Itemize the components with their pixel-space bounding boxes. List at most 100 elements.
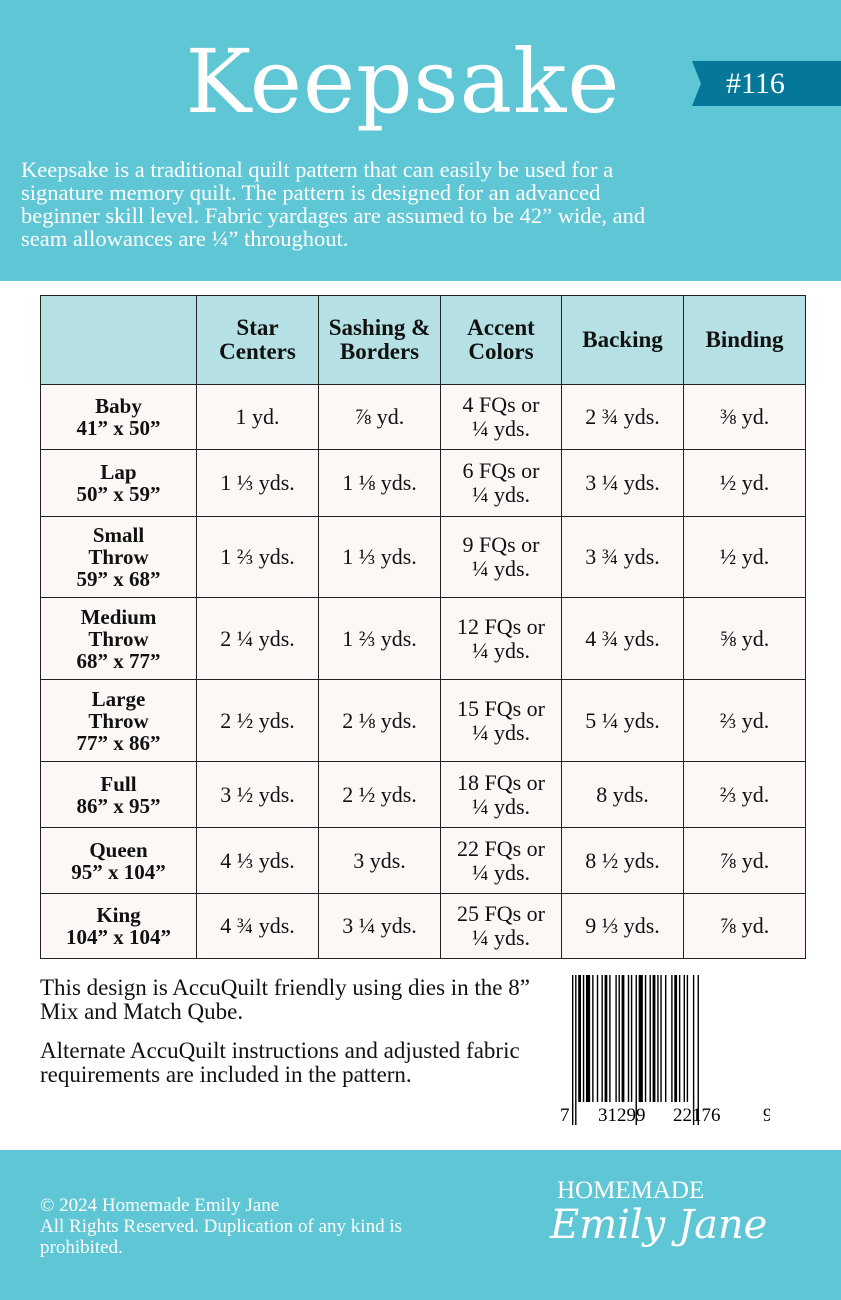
table-row: Baby 41” x 50” 1 yd. ⅞ yd. 4 FQs or ¼ yds. 2… — [40, 384, 806, 450]
yardage-cell: 25 FQs or ¼ yds. — [440, 893, 562, 959]
barcode-bar — [674, 975, 678, 1102]
yardage-cell: 4 ¾ yds. — [561, 597, 684, 680]
barcode-bar — [678, 975, 681, 1102]
column-header: Accent Colors — [440, 295, 562, 385]
column-header: Backing — [561, 295, 684, 385]
yardage-cell: 2 ½ yds. — [318, 761, 441, 828]
column-header: Sashing & Borders — [318, 295, 441, 385]
yardage-cell: 4 ⅓ yds. — [196, 827, 319, 894]
barcode: 7 31299 22176 9 — [560, 975, 770, 1125]
yardage-cell: 12 FQs or ¼ yds. — [440, 597, 562, 680]
size-cell: Queen 95” x 104” — [40, 827, 197, 894]
logo-emily-jane: Emily Jane — [550, 1202, 768, 1248]
note-accuquilt: This design is AccuQuilt friendly using … — [40, 975, 530, 1024]
barcode-bar — [585, 975, 591, 1102]
barcode-bar — [572, 975, 574, 1125]
barcode-bar — [686, 975, 689, 1102]
size-cell: Medium Throw 68” x 77” — [40, 597, 197, 680]
yardage-cell: 4 FQs or ¼ yds. — [440, 384, 562, 450]
yardage-cell: 8 ½ yds. — [561, 827, 684, 894]
table-row: Small Throw 59” x 68” 1 ⅔ yds. 1 ⅓ yds. 9 F… — [40, 516, 806, 598]
yardage-cell: 9 ⅓ yds. — [561, 893, 684, 959]
table-row: Lap 50” x 59” 1 ⅓ yds. 1 ⅛ yds. 6 FQs or ¼ … — [40, 449, 806, 517]
yardage-cell: 1 ⅔ yds. — [196, 516, 319, 598]
barcode-digit-last: 9 — [763, 1105, 770, 1125]
yardage-cell: 2 ¼ yds. — [196, 597, 319, 680]
size-cell: Lap 50” x 59” — [40, 449, 197, 517]
yardage-cell: 1 ⅛ yds. — [318, 449, 441, 517]
table-header-row: Star Centers Sashing & Borders Accent Colo… — [40, 295, 806, 385]
table-row: Large Throw 77” x 86” 2 ½ yds. 2 ⅛ yds. 15 … — [40, 679, 806, 762]
notes: This design is AccuQuilt friendly using … — [40, 976, 560, 1102]
yardage-cell: 1 ⅓ yds. — [318, 516, 441, 598]
yardage-cell: ⅔ yd. — [683, 761, 806, 828]
barcode-bar — [649, 975, 651, 1102]
size-cell: Small Throw 59” x 68” — [40, 516, 197, 598]
column-header: Star Centers — [196, 295, 319, 385]
barcode-bar — [638, 975, 643, 1102]
yardage-cell: 2 ½ yds. — [196, 679, 319, 762]
yardage-cell: 3 yds. — [318, 827, 441, 894]
yardage-cell: 5 ¼ yds. — [561, 679, 684, 762]
yardage-cell: 3 ¼ yds. — [561, 449, 684, 517]
barcode-digits-left: 31299 — [598, 1105, 646, 1125]
yardage-cell: 3 ¼ yds. — [318, 893, 441, 959]
yardage-cell: ⅞ yd. — [683, 827, 806, 894]
table-row: Queen 95” x 104” 4 ⅓ yds. 3 yds. 22 FQs or … — [40, 827, 806, 894]
yardage-cell: 2 ⅛ yds. — [318, 679, 441, 762]
table-row: Full 86” x 95” 3 ½ yds. 2 ½ yds. 18 FQs or … — [40, 761, 806, 828]
size-cell: Baby 41” x 50” — [40, 384, 197, 450]
yardage-cell: 6 FQs or ¼ yds. — [440, 449, 562, 517]
table-row: Medium Throw 68” x 77” 2 ¼ yds. 1 ⅔ yds. 12… — [40, 597, 806, 680]
header-band: Keepsake #116 Keepsake is a traditional … — [0, 0, 841, 281]
yardage-cell: ⅜ yd. — [683, 384, 806, 450]
barcode-bar — [618, 975, 620, 1102]
barcode-bar — [601, 975, 603, 1102]
column-header — [40, 295, 197, 385]
yardage-cell: ⅔ yd. — [683, 679, 806, 762]
yardage-cell: 3 ¾ yds. — [561, 516, 684, 598]
page-title: Keepsake — [185, 30, 621, 133]
barcode-bar — [697, 975, 699, 1125]
barcode-bar — [692, 975, 695, 1125]
yardage-cell: 2 ¾ yds. — [561, 384, 684, 450]
barcode-bar — [615, 975, 617, 1102]
barcode-bar — [621, 975, 625, 1102]
barcode-bar — [609, 975, 611, 1102]
barcode-bar — [671, 975, 673, 1102]
barcode-bar — [592, 975, 594, 1102]
barcode-bar — [683, 975, 685, 1102]
size-cell: Large Throw 77” x 86” — [40, 679, 197, 762]
yardage-cell: 4 ¾ yds. — [196, 893, 319, 959]
barcode-bar — [630, 975, 633, 1102]
barcode-bar — [644, 975, 647, 1102]
yardage-cell: ½ yd. — [683, 516, 806, 598]
copyright-text: © 2024 Homemade Emily Jane All Rights Re… — [40, 1195, 403, 1258]
yardage-cell: 8 yds. — [561, 761, 684, 828]
barcode-bar — [635, 975, 637, 1125]
barcode-bar — [652, 975, 656, 1102]
fabric-requirements-table: Star Centers Sashing & Borders Accent Colo… — [40, 295, 806, 959]
barcode-bar — [596, 975, 599, 1102]
yardage-cell: 3 ½ yds. — [196, 761, 319, 828]
yardage-cell: 1 yd. — [196, 384, 319, 450]
yardage-cell: 1 ⅓ yds. — [196, 449, 319, 517]
yardage-cell: 15 FQs or ¼ yds. — [440, 679, 562, 762]
yardage-cell: 1 ⅔ yds. — [318, 597, 441, 680]
barcode-bar — [575, 975, 577, 1125]
pattern-number: #116 — [726, 67, 785, 100]
yardage-cell: ½ yd. — [683, 449, 806, 517]
size-cell: King 104” x 104” — [40, 893, 197, 959]
barcode-bar — [665, 975, 667, 1102]
yardage-cell: 22 FQs or ¼ yds. — [440, 827, 562, 894]
barcode-digit-first: 7 — [560, 1105, 570, 1125]
yardage-cell: ⅞ yd. — [683, 893, 806, 959]
size-cell: Full 86” x 95” — [40, 761, 197, 828]
note-alternate: Alternate AccuQuilt instructions and adj… — [40, 1038, 520, 1087]
yardage-cell: 9 FQs or ¼ yds. — [440, 516, 562, 598]
pattern-number-ribbon: #116 — [692, 61, 841, 106]
barcode-digits-right: 22176 — [673, 1105, 721, 1125]
column-header: Binding — [683, 295, 806, 385]
barcode-bar — [578, 975, 581, 1102]
barcode-bar — [660, 975, 662, 1102]
